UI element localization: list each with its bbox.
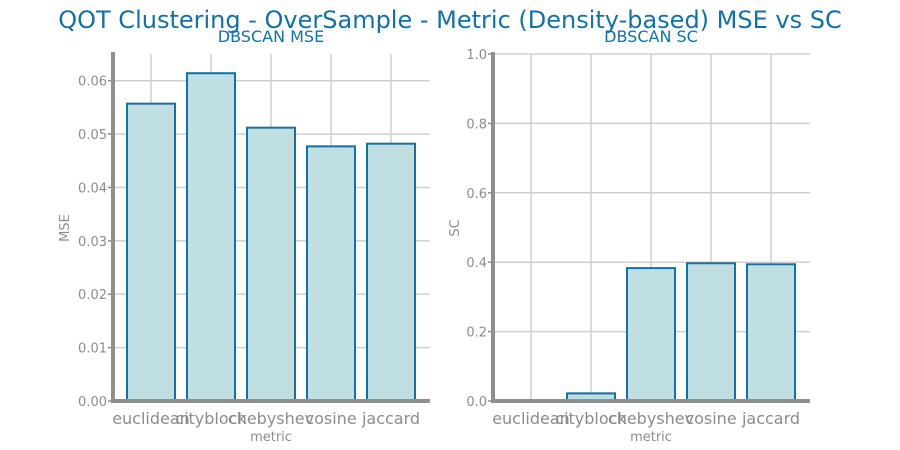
figure-title: QOT Clustering - OverSample - Metric (De…	[58, 6, 842, 34]
mse-ytick-label: 0.01	[78, 342, 107, 357]
sc-xtick-label: jaccard	[741, 409, 800, 428]
mse-bar-cosine	[306, 145, 356, 402]
sc-ytick-label: 1.0	[466, 48, 487, 63]
sc-xtick-label: cityblock	[555, 409, 627, 428]
mse-ytick-label: 0.00	[78, 395, 107, 410]
sc-ytick-label: 0.4	[466, 256, 487, 271]
mse-xtick-label: jaccard	[361, 409, 420, 428]
mse-chart-title: DBSCAN MSE	[218, 27, 324, 46]
sc-chart-xlabel: metric	[630, 430, 672, 445]
mse-xtick-label: cosine	[305, 409, 356, 428]
mse-ytick-label: 0.04	[78, 181, 107, 196]
sc-ytick-label: 0.8	[466, 117, 487, 132]
sc-chart-ylabel: SC	[448, 219, 463, 236]
mse-ytick-label: 0.06	[78, 75, 107, 90]
mse-chart-ylabel: MSE	[58, 214, 73, 242]
mse-xtick-label: euclidean	[112, 409, 190, 428]
mse-bar-cityblock	[186, 72, 236, 402]
sc-xtick-label: cosine	[685, 409, 736, 428]
sc-chart: DBSCAN SC metric SC 0.0 0.2 0.4 0.6 0.8 1.0 eu…	[448, 27, 810, 445]
sc-ytick-label: 0.0	[466, 395, 487, 410]
sc-chart-title: DBSCAN SC	[604, 27, 698, 46]
mse-xtick-label: cityblock	[175, 409, 247, 428]
mse-bar-chebyshev	[246, 126, 296, 402]
mse-bar-jaccard	[366, 142, 416, 402]
mse-chart-xlabel: metric	[250, 430, 292, 445]
mse-bar-euclidean	[126, 102, 176, 402]
sc-xtick-label: euclidean	[492, 409, 570, 428]
mse-xtick-label: chebyshev	[228, 409, 314, 428]
sc-ytick-label: 0.2	[466, 326, 487, 341]
sc-bar-chebyshev	[626, 267, 676, 402]
mse-ytick-label: 0.03	[78, 235, 107, 250]
sc-bar-cosine	[686, 262, 736, 402]
sc-xtick-label: chebyshev	[608, 409, 694, 428]
mse-ytick-label: 0.02	[78, 288, 107, 303]
mse-chart: DBSCAN MSE metric MSE 0.00 0.01 0.02 0.03 0.…	[58, 27, 430, 445]
sc-bar-jaccard	[746, 263, 796, 403]
mse-ytick-label: 0.05	[78, 128, 107, 143]
sc-ytick-label: 0.6	[466, 187, 487, 202]
